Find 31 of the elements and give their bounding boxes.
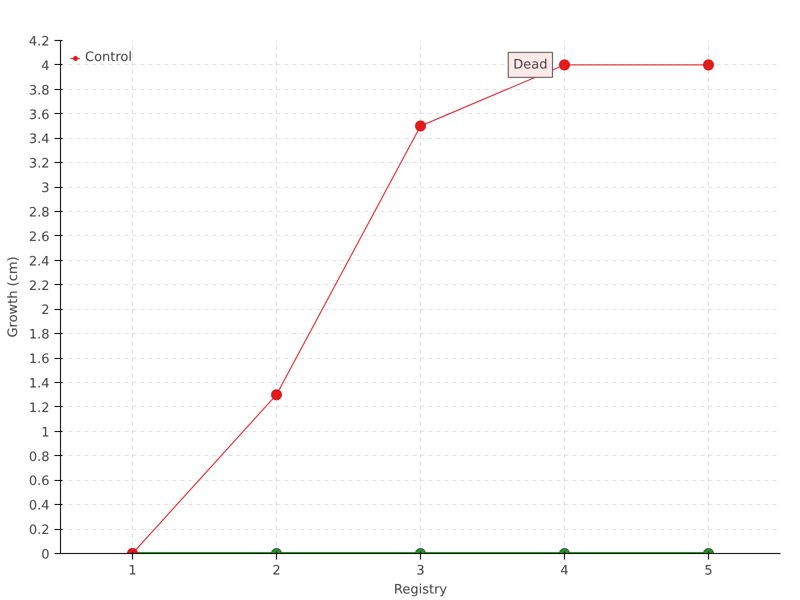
y-tick-label: 2.2: [28, 278, 50, 294]
x-tick-label: 3: [416, 564, 425, 578]
y-tick-label: 2.6: [28, 230, 50, 245]
y-tick-label: 2.4: [28, 254, 50, 270]
x-tick-label: 4: [560, 564, 569, 578]
x-axis-title: Registry: [394, 582, 448, 598]
y-tick-label: 0.8: [28, 450, 50, 465]
y-tick-label: 3.8: [28, 83, 50, 98]
y-tick-label: 3: [41, 181, 50, 196]
x-tick-label: 1: [128, 564, 137, 578]
y-tick-label: 1.8: [28, 328, 50, 343]
x-tick-label: 2: [272, 564, 281, 578]
y-tick-label: 4.2: [28, 34, 50, 50]
x-tick-label: 5: [704, 564, 713, 578]
y-tick-label: 1.6: [28, 352, 50, 368]
y-tick-label: 0.2: [28, 523, 50, 538]
legend-label: Control: [85, 50, 132, 65]
y-axis-title: Growth (cm): [6, 256, 21, 338]
y-tick-label: 3.2: [28, 156, 50, 172]
y-tick-label: 0: [41, 548, 50, 562]
y-tick-label: 1.4: [28, 376, 50, 392]
y-tick-label: 2: [41, 303, 50, 318]
y-tick-label: 1: [41, 425, 50, 440]
y-tick-label: 0.6: [28, 474, 50, 490]
y-tick-label: 3.6: [28, 108, 50, 123]
y-tick-label: 1.2: [28, 400, 50, 416]
y-tick-label: 0.4: [28, 498, 50, 514]
y-tick-label: 3.4: [28, 132, 50, 148]
y-tick-label: 4: [41, 58, 50, 74]
annotation: Dead: [513, 57, 548, 72]
y-tick-label: 2.8: [28, 206, 50, 220]
